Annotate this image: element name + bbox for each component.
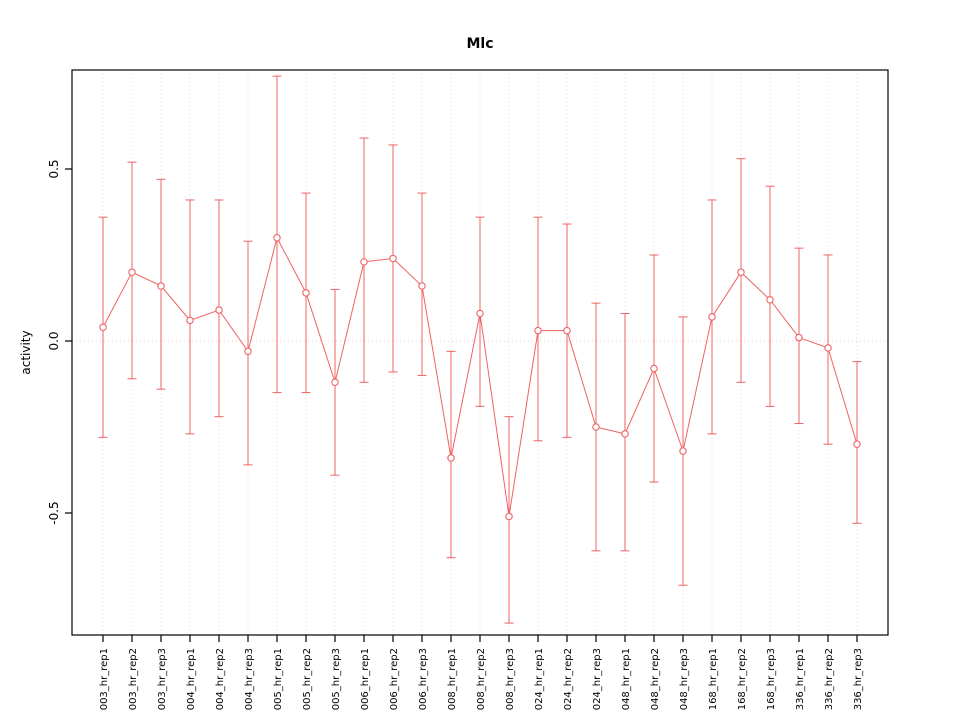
data-point bbox=[418, 282, 426, 290]
data-point bbox=[824, 344, 832, 352]
data-point bbox=[476, 309, 484, 318]
data-point bbox=[534, 326, 542, 335]
y-tick-label: 0.5 bbox=[47, 159, 61, 178]
y-axis: 0.5 0.0 -0.5 bbox=[47, 159, 72, 525]
x-tick-label: 006_hr_rep3 bbox=[418, 648, 429, 710]
data-point bbox=[795, 333, 803, 342]
x-tick-label: 024_hr_rep1 bbox=[534, 648, 545, 710]
x-tick-label: 003_hr_rep2 bbox=[128, 648, 139, 710]
x-tick-label: 336_hr_rep2 bbox=[824, 648, 835, 710]
data-point bbox=[331, 378, 339, 387]
x-tick-label: 336_hr_rep3 bbox=[853, 648, 864, 710]
y-tick-label: 0.0 bbox=[47, 331, 61, 350]
data-point bbox=[215, 306, 223, 314]
x-tick-label: 336_hr_rep1 bbox=[795, 648, 806, 710]
x-tick-label: 005_hr_rep1 bbox=[273, 648, 284, 710]
chart-title: Mlc bbox=[466, 36, 493, 52]
x-tick-label: 004_hr_rep2 bbox=[215, 648, 226, 710]
x-tick-label: 008_hr_rep1 bbox=[447, 648, 458, 710]
data-point bbox=[186, 316, 194, 325]
data-point bbox=[708, 313, 716, 321]
x-tick-label: 168_hr_rep3 bbox=[766, 648, 777, 710]
x-tick-label: 006_hr_rep1 bbox=[360, 648, 371, 710]
x-tick-label: 024_hr_rep2 bbox=[563, 648, 574, 710]
data-point bbox=[157, 282, 165, 290]
y-axis-title: activity bbox=[19, 330, 33, 374]
x-tick-label: 008_hr_rep3 bbox=[505, 648, 516, 710]
data-point bbox=[128, 268, 136, 276]
x-tick-label: 168_hr_rep2 bbox=[737, 648, 748, 710]
data-point bbox=[621, 430, 629, 438]
x-tick-label: 048_hr_rep1 bbox=[621, 648, 632, 710]
data-point bbox=[650, 364, 658, 373]
data-point bbox=[447, 454, 455, 462]
x-tick-label: 005_hr_rep2 bbox=[302, 648, 313, 710]
x-tick-label: 048_hr_rep3 bbox=[679, 648, 690, 710]
data-point bbox=[737, 268, 745, 276]
data-point bbox=[273, 234, 281, 242]
x-tick-label: 048_hr_rep2 bbox=[650, 648, 661, 710]
data-point bbox=[563, 326, 571, 335]
data-point bbox=[505, 512, 513, 521]
data-point bbox=[244, 347, 252, 356]
data-points bbox=[99, 234, 861, 521]
x-tick-label: 003_hr_rep1 bbox=[99, 648, 110, 710]
x-tick-label: 168_hr_rep1 bbox=[708, 648, 719, 710]
data-point bbox=[360, 258, 368, 266]
x-tick-label: 004_hr_rep3 bbox=[244, 648, 255, 710]
data-point bbox=[389, 254, 397, 263]
x-tick-label: 024_hr_rep3 bbox=[592, 648, 603, 710]
x-tick-label: 008_hr_rep2 bbox=[476, 648, 487, 710]
y-tick-label: -0.5 bbox=[47, 501, 61, 524]
data-point bbox=[853, 440, 861, 448]
x-tick-label: 003_hr_rep3 bbox=[157, 648, 168, 710]
data-point bbox=[99, 323, 107, 331]
x-axis: 003_hr_rep1 003_hr_rep2 003_hr_rep3 004_hr_… bbox=[99, 635, 864, 710]
x-tick-label: 005_hr_rep3 bbox=[331, 648, 342, 710]
data-point bbox=[679, 447, 687, 455]
x-tick-label: 004_hr_rep1 bbox=[186, 648, 197, 710]
x-tick-label: 006_hr_rep2 bbox=[389, 648, 400, 710]
data-point bbox=[766, 295, 774, 304]
data-point bbox=[592, 423, 600, 431]
data-point bbox=[302, 289, 310, 297]
